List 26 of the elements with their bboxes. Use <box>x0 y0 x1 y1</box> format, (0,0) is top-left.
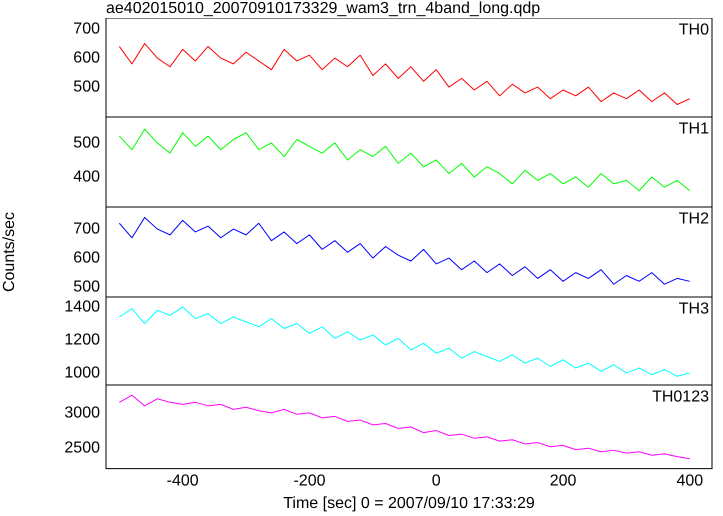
y-tick-label: 600 <box>73 49 100 66</box>
text: TH3 <box>678 300 710 318</box>
text: TH2 <box>678 210 710 228</box>
y-tick-label: 1400 <box>64 298 100 316</box>
chart-title: ae402015010_20070910173329_wam3_trn_4band_long.qdp <box>106 0 540 18</box>
x-tick-label: -400 <box>166 472 199 490</box>
y-tick-label: 700 <box>73 220 100 238</box>
y-tick-label: 1200 <box>64 331 100 348</box>
y-tick-label: 500 <box>73 278 100 296</box>
y-tick-label: 400 <box>73 168 100 186</box>
y-axis-title: Counts/sec <box>1 212 18 292</box>
text: TH1 <box>678 120 710 138</box>
y-tick-label: 500 <box>73 78 100 96</box>
y-tick-label: 2500 <box>64 440 100 457</box>
text: TH0123 <box>652 388 710 406</box>
y-tick-label: 500 <box>73 134 100 152</box>
x-tick-label: 200 <box>550 472 576 490</box>
x-tick-label: -200 <box>293 472 326 490</box>
y-tick-label: 600 <box>73 250 100 267</box>
x-tick-label: 400 <box>676 472 704 490</box>
x-axis-title: Time [sec] 0 = 2007/09/10 17:33:29 <box>283 494 535 512</box>
y-tick-label: 3000 <box>64 404 100 422</box>
y-tick-label: 700 <box>73 20 100 38</box>
x-tick-label: 0 <box>432 472 441 490</box>
y-tick-label: 1000 <box>64 364 100 382</box>
text: TH0 <box>678 21 710 38</box>
